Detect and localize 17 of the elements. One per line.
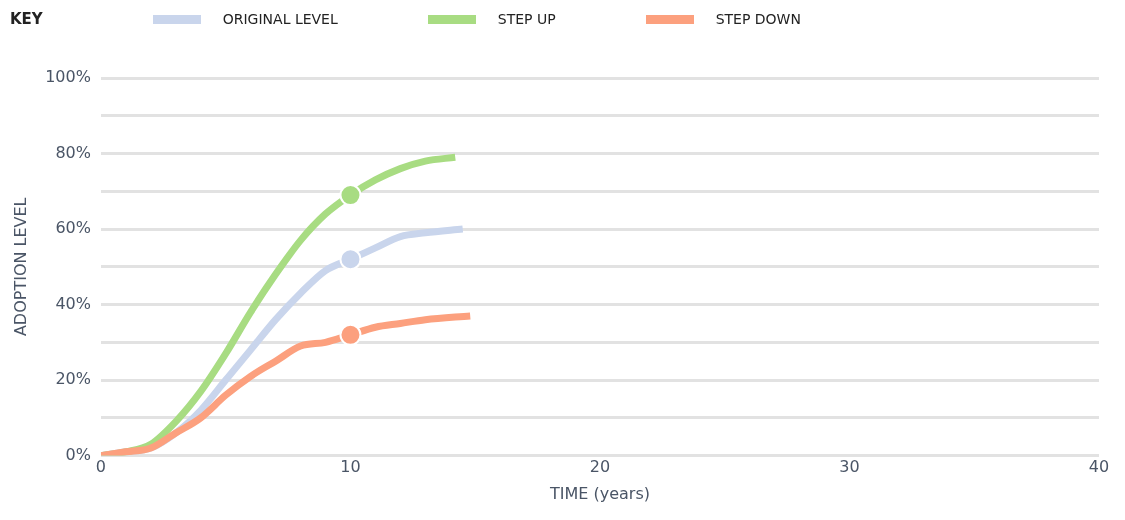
legend-label: ORIGINAL LEVEL xyxy=(222,11,338,27)
y-tick-label: 60% xyxy=(55,218,91,238)
y-tick-label: 80% xyxy=(55,142,91,162)
y-tick-label: 20% xyxy=(55,369,91,389)
x-tick-label: 30 xyxy=(839,457,860,477)
y-tick-label: 0% xyxy=(65,444,91,464)
x-tick-label: 0 xyxy=(95,457,107,477)
y-tick-label: 40% xyxy=(55,293,91,313)
legend-label: STEP DOWN xyxy=(715,11,801,27)
legend-label: STEP UP xyxy=(497,11,556,27)
x-tick-label: 20 xyxy=(589,457,611,477)
x-axis-title: TIME (years) xyxy=(548,483,650,503)
x-tick-label: 40 xyxy=(1088,457,1110,477)
x-tick-label: 10 xyxy=(340,457,361,477)
y-axis-title: ADOPTION LEVEL xyxy=(10,197,30,337)
legend-title: KEY xyxy=(10,10,43,28)
y-tick-label: 100% xyxy=(45,67,91,87)
